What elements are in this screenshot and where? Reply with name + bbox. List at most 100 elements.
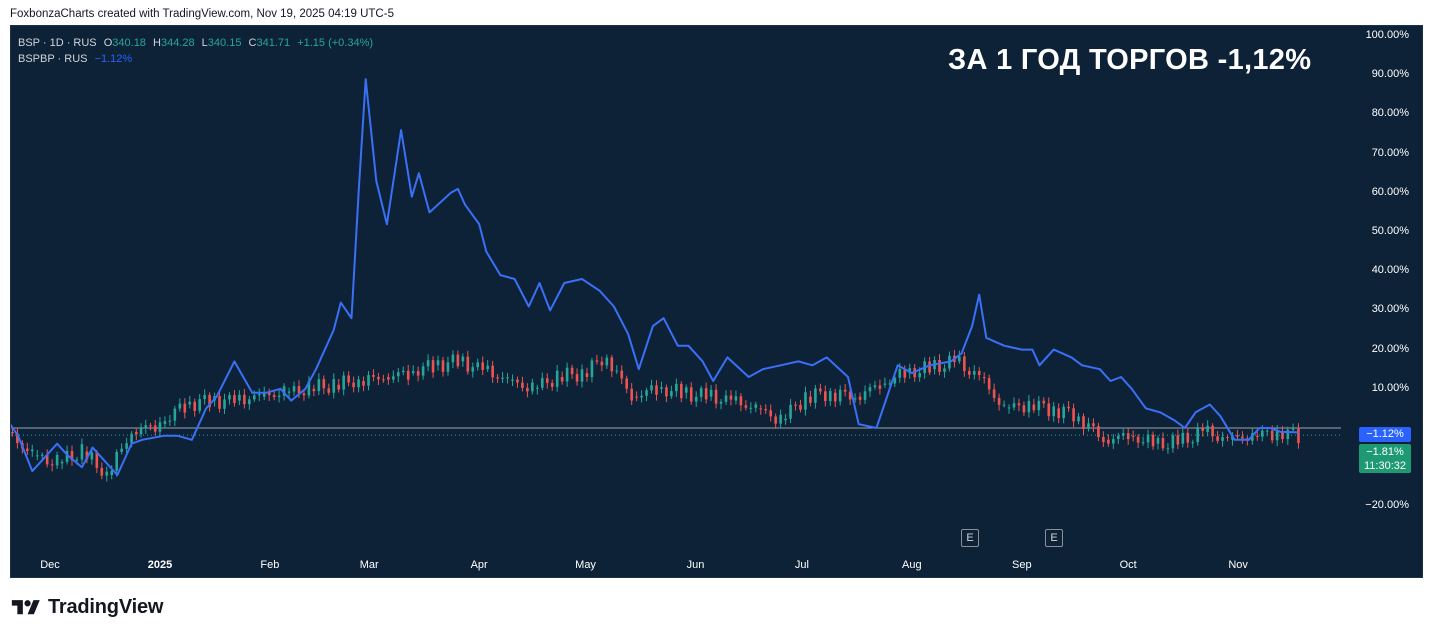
candle-body <box>620 370 624 379</box>
candle-body <box>680 383 683 399</box>
y-tick-label: 20.00% <box>1371 342 1409 355</box>
candle-body <box>1097 426 1100 438</box>
candle-body <box>590 360 594 378</box>
candle-body <box>809 396 812 403</box>
candle-body <box>824 391 827 402</box>
candle-body <box>1146 434 1150 443</box>
candle-body <box>739 396 743 406</box>
candle-body <box>1255 435 1259 437</box>
candle-body <box>977 371 981 376</box>
candle-body <box>878 385 882 389</box>
candle-body <box>645 390 648 396</box>
candle-body <box>1032 404 1036 411</box>
candle-body <box>70 450 74 461</box>
candle-body <box>987 378 991 390</box>
candle-body <box>1226 437 1229 439</box>
candle-body <box>218 396 221 409</box>
candle-body <box>526 387 529 392</box>
candle-body <box>521 382 524 388</box>
candle-body <box>1107 439 1110 444</box>
candle-body <box>203 394 206 400</box>
candle-body <box>198 399 201 411</box>
candle-body <box>610 357 614 372</box>
candle-body <box>555 370 559 387</box>
y-tick-label: 60.00% <box>1371 185 1409 198</box>
candle-body <box>1196 428 1200 443</box>
candle-body <box>496 377 499 379</box>
candle-body <box>689 387 693 402</box>
candle-body <box>302 393 306 396</box>
candle-body <box>1156 437 1160 444</box>
candle-body <box>684 387 688 393</box>
candle-body <box>163 421 167 425</box>
candle-body <box>585 373 589 378</box>
candle-body <box>1141 442 1145 444</box>
candle-body <box>100 467 104 476</box>
candle-body <box>1151 434 1155 447</box>
candle-body <box>248 399 251 405</box>
candle-body <box>85 451 89 460</box>
candle-body <box>387 377 390 380</box>
candle-body <box>1042 400 1046 404</box>
earnings-badge[interactable]: E <box>961 529 979 547</box>
candle-body <box>838 389 842 402</box>
candle-body <box>110 470 114 476</box>
candle-body <box>257 394 261 396</box>
candle-body <box>327 388 331 393</box>
tradingview-logo[interactable]: TradingView <box>10 596 163 619</box>
candle-body <box>1017 403 1021 406</box>
candle-body <box>1206 425 1209 432</box>
candle-body <box>253 395 256 400</box>
candle-body <box>903 368 907 378</box>
chart-area[interactable]: BSP · 1D · RUS O340.18 H344.28 L340.15 C… <box>10 25 1423 578</box>
candle-body <box>153 425 157 432</box>
candle-body <box>1136 436 1140 443</box>
candle-body <box>456 354 460 367</box>
candle-body <box>1012 403 1016 408</box>
candle-body <box>843 389 847 392</box>
candle-body <box>565 367 569 382</box>
candle-body <box>595 360 599 362</box>
candle-body <box>938 359 941 372</box>
candle-body <box>888 383 892 385</box>
candle-body <box>1176 435 1180 445</box>
high-value: 344.28 <box>160 37 195 49</box>
candle-body <box>1216 436 1219 441</box>
candle-body <box>848 391 852 400</box>
candle-body <box>436 360 440 366</box>
candle-body <box>828 391 832 402</box>
y-tick-label: 30.00% <box>1371 303 1409 316</box>
candle-body <box>90 452 94 460</box>
candle-body <box>833 392 837 402</box>
compare-series-line <box>11 78 1299 476</box>
candle-body <box>694 396 698 402</box>
candle-body <box>1112 439 1115 444</box>
candle-body <box>60 461 64 464</box>
candle-body <box>120 448 123 452</box>
x-tick-label: Dec <box>40 559 60 571</box>
candle-body <box>650 385 653 391</box>
price-chart[interactable] <box>11 26 1423 578</box>
candle-body <box>1007 407 1011 409</box>
candle-body <box>804 392 807 410</box>
candle-body <box>55 454 59 466</box>
candle-body <box>416 371 420 376</box>
candle-body <box>11 431 14 434</box>
candle-body <box>600 361 604 366</box>
candle-body <box>1037 400 1041 411</box>
y-tick-label: 50.00% <box>1371 225 1409 237</box>
candle-body <box>95 452 99 468</box>
candle-body <box>501 377 504 379</box>
candle-body <box>1265 430 1269 432</box>
candle-body <box>193 401 197 411</box>
candle-body <box>580 369 584 382</box>
main-series-legend[interactable]: BSP · 1D · RUS O340.18 H344.28 L340.15 C… <box>18 35 373 51</box>
y-tick-label: 100.00% <box>1365 29 1409 41</box>
candle-body <box>382 379 385 381</box>
candle-body <box>267 392 271 396</box>
compare-series-legend[interactable]: BSPBP · RUS −1.12% <box>18 51 373 67</box>
candle-body <box>307 381 311 396</box>
earnings-badge[interactable]: E <box>1045 529 1063 547</box>
candle-body <box>670 391 673 397</box>
candle-body <box>873 385 877 388</box>
